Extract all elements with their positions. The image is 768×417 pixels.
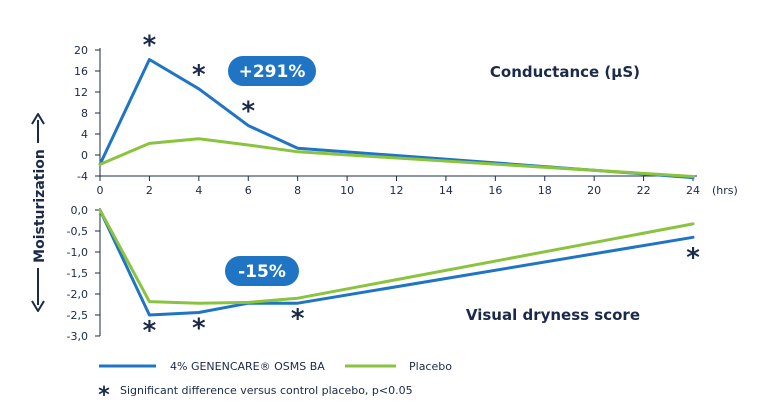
panel-title: Visual dryness score	[466, 306, 640, 324]
legend-label-genencare: 4% GENENCARE® OSMS BA	[170, 360, 325, 373]
significance-star: *	[192, 60, 206, 90]
panel-title: Conductance (µS)	[490, 63, 640, 81]
legend-label-placebo: Placebo	[409, 360, 452, 373]
footnote-star-icon: *	[98, 383, 110, 408]
significance-star: *	[143, 30, 157, 60]
y-tick-label: 20	[74, 44, 88, 57]
y-tick-label: -4	[77, 170, 88, 183]
y-tick-label: 0	[81, 149, 88, 162]
y-tick-label: -2,0	[67, 288, 88, 301]
y-tick-label: 4	[81, 128, 88, 141]
change-badge	[228, 56, 316, 86]
y-tick-label: -1,0	[67, 246, 88, 259]
dryness-panel: 0,0 -0,5 -1,0 -1,5 -2,0 -2,5 -3,0 * * * * -15% Visua…	[67, 204, 701, 346]
x-tick-label: 24	[686, 184, 700, 197]
series-line-placebo	[98, 208, 695, 305]
change-badge-label: +291%	[239, 62, 306, 82]
arrow-down-icon	[31, 300, 45, 312]
series-line-placebo	[98, 137, 695, 178]
footnote-text: Significant difference versus control pl…	[120, 384, 413, 397]
y-tick-label: 16	[74, 65, 88, 78]
x-tick-label: 16	[488, 184, 502, 197]
significance-star: *	[291, 304, 305, 334]
significance-star: *	[241, 97, 255, 127]
x-tick-label: 8	[294, 184, 301, 197]
series-line-genencare	[98, 58, 695, 180]
x-tick-label: 20	[587, 184, 601, 197]
x-tick-label: 12	[390, 184, 404, 197]
change-badge	[225, 256, 299, 286]
moisturization-axis: Moisturization	[31, 113, 48, 312]
y-tick-label: -2,5	[67, 309, 88, 322]
x-tick-label: 10	[340, 184, 354, 197]
x-tick-label: 0	[97, 184, 104, 197]
change-badge-label: -15%	[238, 262, 286, 282]
y-tick-label: 8	[81, 107, 88, 120]
x-tick-label: 14	[439, 184, 453, 197]
y-tick-label: -0,5	[67, 225, 88, 238]
x-tick-label: 6	[245, 184, 252, 197]
y-axis-title: Moisturization	[32, 149, 48, 263]
y-tick-label: 12	[74, 86, 88, 99]
x-axis-unit: (hrs)	[712, 184, 738, 197]
y-tick-label: -3,0	[67, 330, 88, 343]
significance-star: *	[192, 313, 206, 343]
x-tick-label: 2	[146, 184, 153, 197]
arrow-up-icon	[31, 113, 45, 125]
legend: 4% GENENCARE® OSMS BA Placebo * Significant…	[98, 360, 452, 408]
y-tick-label: 0,0	[71, 204, 89, 217]
y-tick-label: -1,5	[67, 267, 88, 280]
x-tick-label: 4	[195, 184, 202, 197]
series-line-genencare	[98, 208, 695, 317]
significance-star: *	[686, 243, 700, 273]
x-tick-label: 18	[538, 184, 552, 197]
x-tick-label: 22	[637, 184, 651, 197]
significance-star: *	[143, 316, 157, 346]
